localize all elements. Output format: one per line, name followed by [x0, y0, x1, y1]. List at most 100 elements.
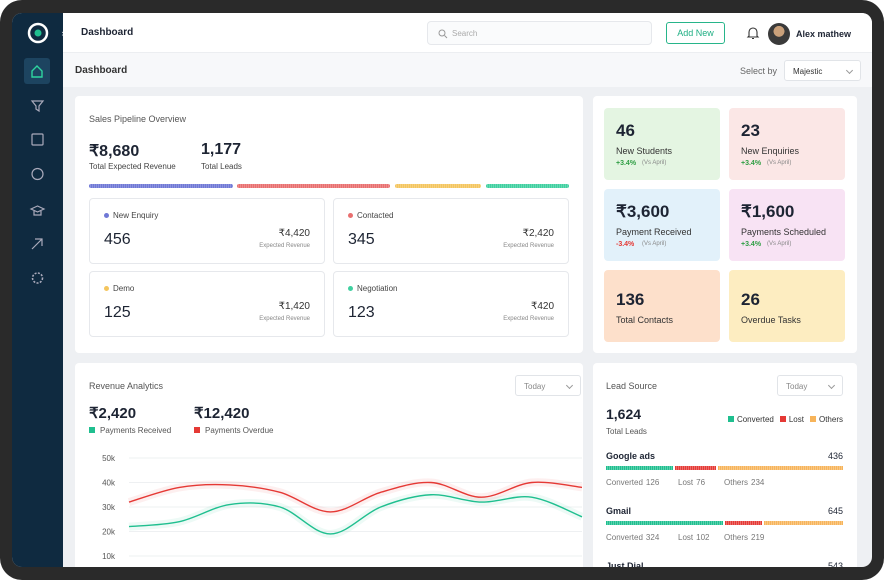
stat-change: -3.4% [616, 241, 635, 248]
stage-revenue: ₹2,420 [522, 228, 554, 239]
stat-card: 46 New Students +3.4% (Vs April) [604, 108, 720, 180]
stage-revenue: ₹4,420 [278, 228, 310, 239]
source-stat: Converted 126 [606, 478, 659, 487]
card-title: Revenue Analytics [89, 381, 164, 391]
source-bar-segment [717, 466, 843, 470]
stat-card: 26 Overdue Tasks [729, 270, 845, 342]
card-title: Lead Source [606, 381, 658, 391]
user-name: Alex mathew [796, 29, 852, 39]
y-tick-label: 40k [102, 479, 116, 488]
stat-value: 23 [741, 121, 760, 140]
stage-revenue: ₹420 [530, 301, 554, 312]
stat-value: 136 [616, 290, 645, 309]
source-bar-segment [606, 466, 674, 470]
stat-change: +3.4% [616, 160, 637, 167]
source-bar-segment [763, 521, 843, 525]
total-leads-label: Total Leads [201, 162, 242, 171]
progress-segment [486, 184, 569, 188]
stage-count: 123 [348, 304, 375, 321]
stage-dot [104, 286, 109, 291]
source-name: Just Dial [606, 561, 644, 567]
overdue-amount: ₹12,420 [194, 405, 250, 422]
line-chart: 50k 40k 30k 20k 10k [102, 454, 583, 561]
stage-count: 125 [104, 304, 131, 321]
stat-note: (Vs April) [767, 160, 792, 166]
total-revenue-label: Total Expected Revenue [89, 162, 176, 171]
y-tick-label: 20k [102, 528, 116, 537]
add-new-button[interactable]: Add New [666, 22, 725, 44]
progress-segment [395, 184, 481, 188]
select-dropdown[interactable]: Majestic [784, 60, 861, 81]
revenue-card: Revenue Analytics Today ₹2,420 ₹12,420 P… [75, 363, 583, 567]
stage-box: Demo 125 ₹1,420 Expected Revenue [89, 271, 325, 337]
legend-item: Payments Overdue [194, 426, 273, 435]
avatar[interactable] [768, 23, 790, 45]
stage-dot [348, 286, 353, 291]
legend-label: Payments Overdue [205, 426, 274, 435]
source-total: 645 [827, 506, 843, 516]
legend-label: Converted [736, 415, 774, 424]
stat-card: ₹1,600 Payments Scheduled +3.4% (Vs April) [729, 189, 845, 261]
stat-card: 23 New Enquiries +3.4% (Vs April) [729, 108, 845, 180]
legend-label: Payments Received [100, 426, 172, 435]
sidebar [12, 13, 63, 567]
stat-value: ₹1,600 [741, 202, 795, 221]
stage-count: 456 [104, 231, 131, 248]
stat-value: 76 [696, 478, 706, 487]
stat-value: 46 [616, 121, 635, 140]
stage-revenue-label: Expected Revenue [503, 316, 554, 322]
y-tick-label: 10k [102, 552, 116, 561]
filter-dropdown[interactable]: Today [777, 375, 843, 396]
stat-value: 126 [645, 478, 660, 487]
stage-dot [348, 213, 353, 218]
stat-value: 234 [751, 478, 765, 487]
stat-change: +3.4% [741, 160, 762, 167]
source-name: Google ads [606, 451, 656, 461]
stat-label: Lost [678, 478, 694, 487]
stage-name: New Enquiry [113, 211, 159, 220]
stat-label: New Enquiries [741, 146, 800, 156]
stat-label: Others [724, 478, 749, 487]
total-revenue: ₹8,680 [89, 143, 140, 160]
legend-swatch [727, 416, 734, 422]
stat-value: ₹3,600 [616, 202, 670, 221]
stat-label: Converted [606, 478, 643, 487]
stat-value: 102 [696, 533, 710, 542]
received-amount: ₹2,420 [89, 405, 137, 422]
legend-swatch [779, 416, 786, 422]
stat-value: 26 [741, 290, 760, 309]
stat-value: 219 [751, 533, 765, 542]
stat-label: Converted [606, 533, 643, 542]
source-stat: Others 219 [724, 533, 764, 542]
stage-name: Negotiation [357, 284, 398, 293]
stage-box: Contacted 345 ₹2,420 Expected Revenue [333, 198, 569, 264]
sidebar-icons [24, 22, 50, 284]
filter-dropdown[interactable]: Today [515, 375, 581, 396]
bell-icon[interactable] [746, 26, 760, 40]
stat-label: Overdue Tasks [741, 315, 801, 325]
stat-label: Payment Received [616, 227, 692, 237]
stat-label: New Students [616, 146, 673, 156]
series-line [128, 494, 583, 535]
source-total: 543 [827, 561, 843, 567]
stats-card: 46 New Students +3.4% (Vs April) 23 New Enqui… [593, 96, 857, 353]
stat-change: +3.4% [741, 241, 762, 248]
total-leads: 1,177 [201, 141, 242, 158]
source-name: Gmail [606, 506, 632, 516]
stat-label: Total Contacts [616, 315, 674, 325]
search-box[interactable]: Search [427, 21, 652, 45]
stage-dot [104, 213, 109, 218]
pipeline-card: Sales Pipeline Overview ₹8,680 Total Exp… [75, 96, 583, 353]
legend: Converted Lost Others [727, 415, 843, 424]
breadcrumb: Dashboard [75, 65, 128, 76]
source-bar-segment [675, 466, 716, 470]
stage-revenue: ₹1,420 [278, 301, 310, 312]
source-stat: Converted 324 [606, 533, 659, 542]
stat-card: ₹3,600 Payment Received -3.4% (Vs April) [604, 189, 720, 261]
progress-segment [89, 184, 233, 188]
screen: › Dashboard Search Add New Alex mathew D… [12, 13, 872, 567]
card-title: Sales Pipeline Overview [89, 114, 187, 124]
stage-revenue-label: Expected Revenue [259, 243, 310, 249]
source-bar-segment [606, 521, 724, 525]
